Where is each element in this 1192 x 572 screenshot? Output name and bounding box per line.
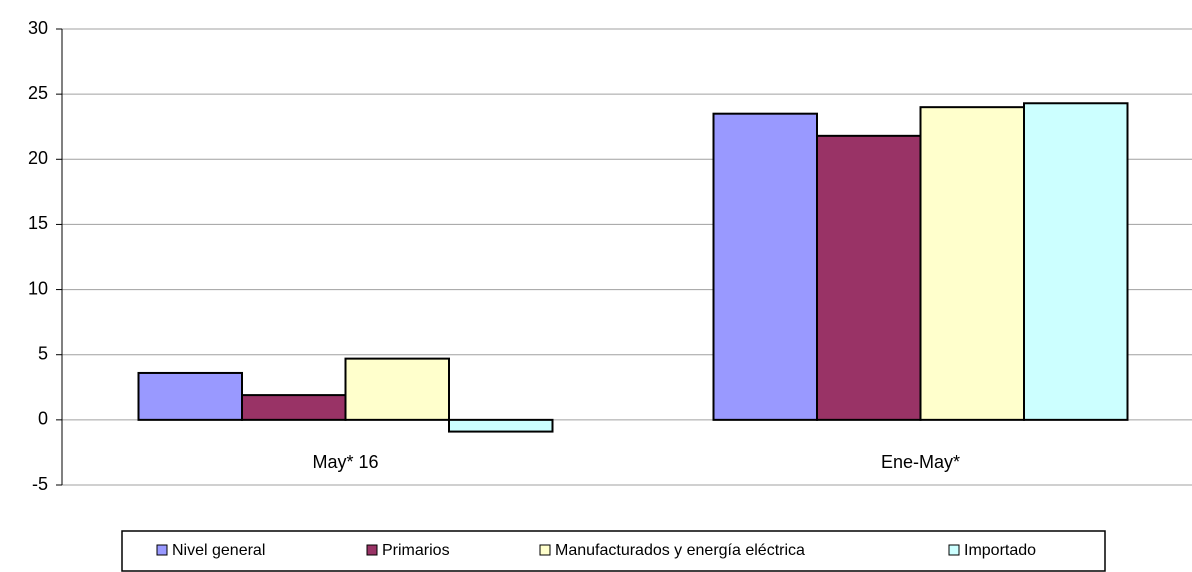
bar — [1023, 102, 1129, 421]
legend-label: Manufacturados y energía eléctrica — [555, 542, 805, 559]
y-tick-label: -5 — [32, 474, 48, 494]
bar — [712, 112, 818, 421]
y-tick-label: 15 — [28, 213, 48, 233]
x-tick-label: May* 16 — [312, 452, 378, 472]
legend-label: Importado — [964, 542, 1036, 559]
legend: Nivel general Primarios Manufacturados y e… — [121, 530, 1106, 572]
legend-swatch — [948, 544, 960, 556]
y-tick-label: 5 — [38, 343, 48, 363]
bar — [241, 394, 347, 421]
legend-label: Nivel general — [172, 542, 265, 559]
bar — [919, 106, 1025, 421]
y-tick-label: 20 — [28, 148, 48, 168]
bar — [816, 134, 922, 421]
y-tick-label: 25 — [28, 83, 48, 103]
legend-box — [121, 530, 1106, 572]
bar — [344, 357, 450, 421]
legend-swatch — [366, 544, 378, 556]
bar — [137, 371, 243, 421]
legend-swatch — [156, 544, 168, 556]
x-tick-label: Ene-May* — [881, 452, 960, 472]
legend-label: Primarios — [382, 542, 450, 559]
y-tick-label: 10 — [28, 278, 48, 298]
legend-swatch — [539, 544, 551, 556]
y-tick-label: 30 — [28, 18, 48, 38]
y-tick-label: 0 — [38, 409, 48, 429]
bar — [448, 418, 554, 433]
